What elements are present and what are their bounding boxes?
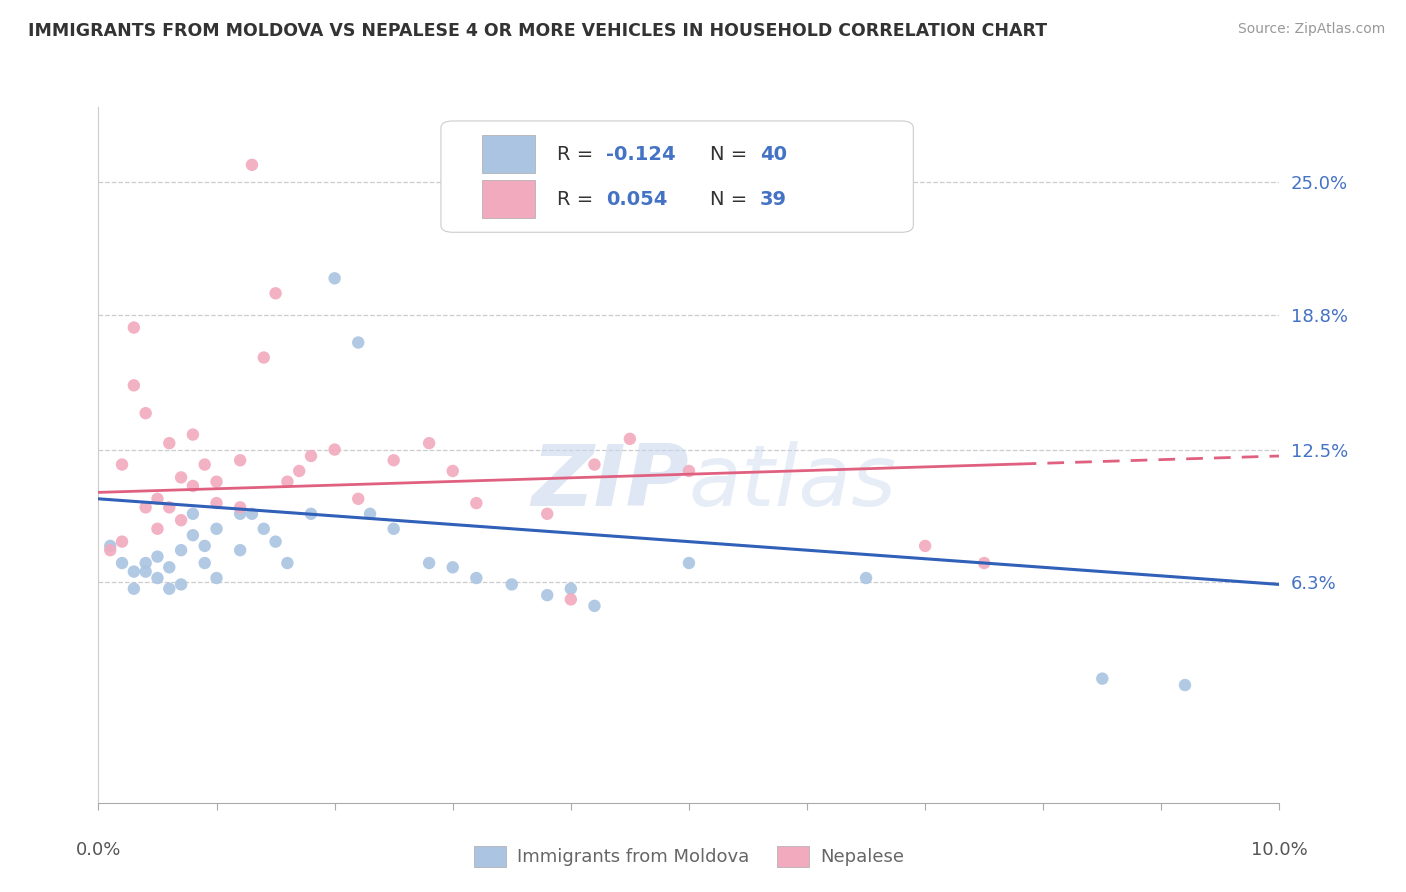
Text: IMMIGRANTS FROM MOLDOVA VS NEPALESE 4 OR MORE VEHICLES IN HOUSEHOLD CORRELATION : IMMIGRANTS FROM MOLDOVA VS NEPALESE 4 OR… xyxy=(28,22,1047,40)
Point xyxy=(264,534,287,549)
Text: ZIP: ZIP xyxy=(531,442,689,524)
Point xyxy=(111,534,134,549)
Point xyxy=(264,286,287,301)
Point xyxy=(359,507,381,521)
Point xyxy=(135,556,157,570)
Point xyxy=(181,479,204,493)
Point xyxy=(288,464,311,478)
Point xyxy=(583,458,606,472)
Point xyxy=(229,507,252,521)
Point xyxy=(347,335,370,350)
Point xyxy=(560,592,582,607)
Text: R =: R = xyxy=(557,145,599,163)
Point xyxy=(253,351,276,365)
Point xyxy=(240,507,263,521)
Point xyxy=(205,475,228,489)
Point xyxy=(536,507,558,521)
Point xyxy=(157,436,180,450)
FancyBboxPatch shape xyxy=(482,135,536,173)
Point xyxy=(194,458,217,472)
Point xyxy=(170,513,193,527)
FancyBboxPatch shape xyxy=(482,180,536,219)
Point xyxy=(253,522,276,536)
Point xyxy=(157,582,180,596)
Point xyxy=(583,599,606,613)
Point xyxy=(323,442,346,457)
Point xyxy=(157,560,180,574)
Point xyxy=(146,549,169,564)
Point xyxy=(181,507,204,521)
Point xyxy=(240,158,263,172)
Point xyxy=(1091,672,1114,686)
Point xyxy=(465,571,488,585)
Point xyxy=(146,571,169,585)
FancyBboxPatch shape xyxy=(441,121,914,232)
Text: atlas: atlas xyxy=(689,442,897,524)
Point xyxy=(619,432,641,446)
Point xyxy=(135,406,157,420)
Point xyxy=(323,271,346,285)
Text: 40: 40 xyxy=(759,145,787,163)
Point xyxy=(382,522,405,536)
Text: 10.0%: 10.0% xyxy=(1251,841,1308,859)
Point xyxy=(536,588,558,602)
Text: N =: N = xyxy=(710,145,754,163)
Point xyxy=(229,543,252,558)
Point xyxy=(678,556,700,570)
Text: N =: N = xyxy=(710,190,754,209)
Point xyxy=(1174,678,1197,692)
Point xyxy=(276,475,298,489)
Point xyxy=(194,556,217,570)
Point xyxy=(98,539,121,553)
Point xyxy=(560,582,582,596)
Point xyxy=(205,522,228,536)
Point xyxy=(146,522,169,536)
Point xyxy=(170,470,193,484)
Point xyxy=(418,556,440,570)
Point xyxy=(157,500,180,515)
Point xyxy=(205,496,228,510)
Point xyxy=(276,556,298,570)
Point xyxy=(135,500,157,515)
Text: -0.124: -0.124 xyxy=(606,145,676,163)
Point xyxy=(122,582,145,596)
Point xyxy=(122,320,145,334)
Point xyxy=(135,565,157,579)
Point xyxy=(382,453,405,467)
Point xyxy=(122,565,145,579)
Text: 0.0%: 0.0% xyxy=(76,841,121,859)
Text: Source: ZipAtlas.com: Source: ZipAtlas.com xyxy=(1237,22,1385,37)
Point xyxy=(465,496,488,510)
Point xyxy=(146,491,169,506)
Point xyxy=(501,577,523,591)
Text: 0.054: 0.054 xyxy=(606,190,668,209)
Point xyxy=(122,378,145,392)
Point xyxy=(111,458,134,472)
Point xyxy=(299,507,322,521)
Point xyxy=(170,543,193,558)
Point xyxy=(205,571,228,585)
Point xyxy=(181,427,204,442)
Legend: Immigrants from Moldova, Nepalese: Immigrants from Moldova, Nepalese xyxy=(467,838,911,874)
Point xyxy=(181,528,204,542)
Point xyxy=(678,464,700,478)
Point xyxy=(194,539,217,553)
Text: R =: R = xyxy=(557,190,599,209)
Point xyxy=(347,491,370,506)
Point xyxy=(973,556,995,570)
Point xyxy=(855,571,877,585)
Point xyxy=(441,560,464,574)
Point xyxy=(229,500,252,515)
Point xyxy=(229,453,252,467)
Point xyxy=(914,539,936,553)
Point xyxy=(299,449,322,463)
Point xyxy=(170,577,193,591)
Point xyxy=(418,436,440,450)
Point xyxy=(98,543,121,558)
Text: 39: 39 xyxy=(759,190,787,209)
Point xyxy=(111,556,134,570)
Point xyxy=(441,464,464,478)
